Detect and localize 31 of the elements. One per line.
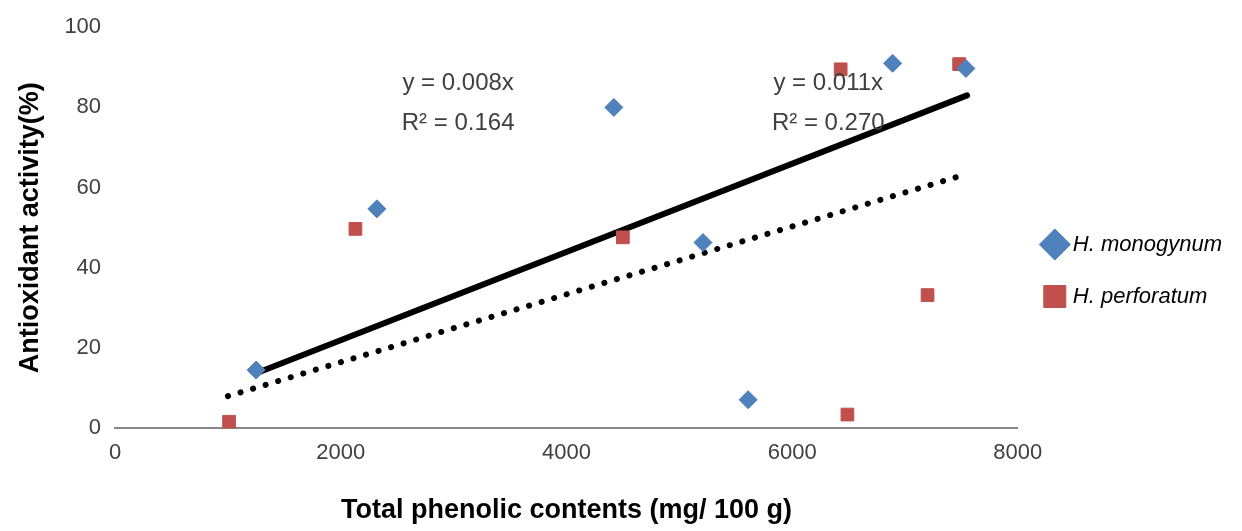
y-tick-label: 80 [76, 93, 102, 119]
y-axis-title: Antioxidant activity(%) [13, 82, 44, 374]
point [604, 97, 624, 117]
point [367, 199, 387, 219]
y-tick-label: 0 [88, 414, 102, 440]
y-tick-label: 100 [64, 13, 102, 39]
x-tick-label: 6000 [767, 439, 817, 465]
point [840, 407, 855, 422]
point [616, 230, 630, 245]
x-tick-label: 4000 [541, 439, 591, 465]
point [738, 390, 758, 410]
point [246, 360, 266, 380]
legend-label: H. monogynum [1072, 230, 1223, 256]
point [222, 414, 236, 429]
annotation: R² = 0.270 [771, 107, 885, 135]
point [693, 233, 713, 253]
x-axis-title: Total phenolic contents (mg/ 100 g) [340, 494, 792, 525]
y-tick-label: 40 [76, 253, 102, 279]
y-tick-label: 20 [76, 334, 102, 360]
x-tick-label: 0 [108, 439, 122, 465]
point [920, 288, 935, 302]
point [348, 222, 363, 236]
y-tick-label: 60 [76, 173, 102, 199]
x-tick-label: 2000 [316, 439, 366, 465]
point [956, 59, 976, 78]
x-tick-label: 8000 [993, 439, 1043, 465]
annotation: y = 0.008x [402, 67, 514, 95]
annotation: y = 0.011x [773, 67, 884, 95]
annotation: R² = 0.164 [401, 107, 515, 135]
point [883, 53, 903, 73]
legend-label: H. perforatum [1072, 282, 1208, 308]
